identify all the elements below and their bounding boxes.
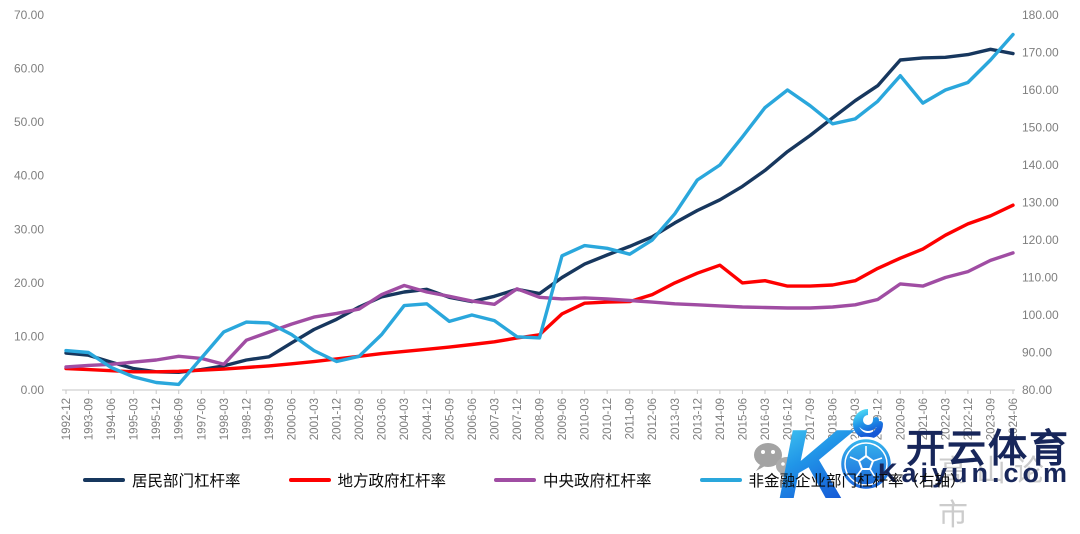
x-tick-label: 2024-06 [1008,398,1020,440]
plot-area: 1992-12 1993-09 1994-06 1995-03 1995-12 1996-… [14,8,1059,440]
x-tick-label: 2022-03 [940,398,952,440]
x-tick-label: 2013-12 [692,398,704,440]
x-tick-label: 1995-03 [129,398,141,440]
x-tick-label: 2011-09 [625,398,637,439]
x-tick-label: 2007-12 [512,398,524,440]
chart-legend: 居民部门杠杆率 地方政府杠杆率 中央政府杠杆率 非金融企业部门杠杆率（右轴） [83,469,966,491]
x-tick-label: 2022-12 [963,398,975,440]
legend-swatch-household [83,478,125,482]
x-tick-label: 1995-12 [151,398,163,440]
x-tick-label: 2013-03 [670,398,682,440]
x-tick-label: 1998-03 [219,398,231,440]
legend-label-non-financial-corporate: 非金融企业部门杠杆率（右轴） [748,473,966,490]
x-tick-label: 2001-12 [332,398,344,440]
x-tick-label: 2015-06 [737,398,749,440]
x-tick-label: 1993-09 [84,398,96,440]
legend-item-non-financial-corporate: 非金融企业部门杠杆率（右轴） [699,469,966,491]
x-tick-label: 2007-03 [489,398,501,440]
x-tick-label: 2018-06 [828,398,840,440]
y-right-tick-label: 90.00 [1022,346,1052,360]
x-tick-label: 2000-06 [286,398,298,440]
x-tick-label: 2003-06 [377,398,389,440]
leverage-ratio-chart: 1992-12 1993-09 1994-06 1995-03 1995-12 1996-… [14,8,1068,532]
legend-swatch-central-government [494,478,537,482]
x-tick-label: 1996-09 [174,398,186,440]
x-tick-label: 2016-03 [760,398,772,440]
y-right-tick-label: 80.00 [1022,383,1052,397]
legend-swatch-non-financial-corporate [699,478,742,482]
series-line-non-financial-corporate [64,32,1015,387]
x-tick-label: 2001-03 [309,398,321,440]
series-line-local-government [64,203,1015,374]
x-tick-label: 2010-03 [580,398,592,440]
x-tick-label: 1992-12 [61,398,73,440]
x-tick-label: 2009-06 [557,398,569,440]
x-tick-label: 2006-06 [467,398,479,440]
y-left-tick-label: 30.00 [14,222,44,236]
y-right-tick-label: 150.00 [1022,121,1059,135]
x-tick-label: 1998-12 [241,398,253,440]
y-right-tick-label: 110.00 [1022,271,1058,285]
x-tick-label: 2023-09 [985,398,997,440]
legend-item-central-government: 中央政府杠杆率 [494,469,652,491]
legend-label-household: 居民部门杠杆率 [132,473,241,490]
series-line-household [64,47,1015,374]
x-tick-label: 2002-09 [354,398,366,440]
x-tick-label: 2004-03 [399,398,411,440]
x-tick-label: 2014-09 [715,398,727,440]
x-tick-label: 2016-12 [783,398,795,440]
x-tick-label: 2012-06 [647,398,659,440]
y-right-tick-label: 140.00 [1022,158,1059,172]
legend-label-central-government: 中央政府杠杆率 [543,473,652,490]
y-left-tick-label: 40.00 [14,169,44,183]
x-tick-label: 2017-09 [805,398,817,440]
x-tick-label: 1997-06 [196,398,208,440]
x-tick-label: 1994-06 [106,398,118,440]
y-right-tick-label: 170.00 [1022,46,1059,60]
y-right-tick-label: 120.00 [1022,233,1059,247]
x-tick-label: 2019-03 [850,398,862,440]
x-tick-label: 2004-12 [422,398,434,440]
legend-item-household: 居民部门杠杆率 [83,469,241,491]
x-tick-label: 2005-09 [444,398,456,440]
x-tick-label: 1999-09 [264,398,276,440]
legend-swatch-local-government [288,478,331,482]
x-tick-label: 2021-06 [918,398,930,440]
y-right-tick-label: 160.00 [1022,83,1059,97]
x-tick-label: 2010-12 [602,398,614,440]
y-left-tick-label: 10.00 [14,329,44,343]
x-tick-label: 2020-09 [895,398,907,440]
y-right-tick-label: 100.00 [1022,308,1059,322]
x-tick-label: 2008-09 [535,398,547,440]
y-left-tick-label: 60.00 [14,62,44,76]
x-tick-label: 2019-12 [873,398,885,440]
legend-label-local-government: 地方政府杠杆率 [337,473,447,490]
y-left-tick-label: 50.00 [14,115,44,129]
series-line-central-government [64,251,1015,369]
y-left-tick-label: 70.00 [14,8,44,22]
legend-item-local-government: 地方政府杠杆率 [288,469,447,491]
y-left-tick-label: 20.00 [14,276,44,290]
y-left-tick-label: 0.00 [21,383,45,397]
y-right-tick-label: 130.00 [1022,196,1059,210]
y-right-tick-label: 180.00 [1022,8,1059,22]
